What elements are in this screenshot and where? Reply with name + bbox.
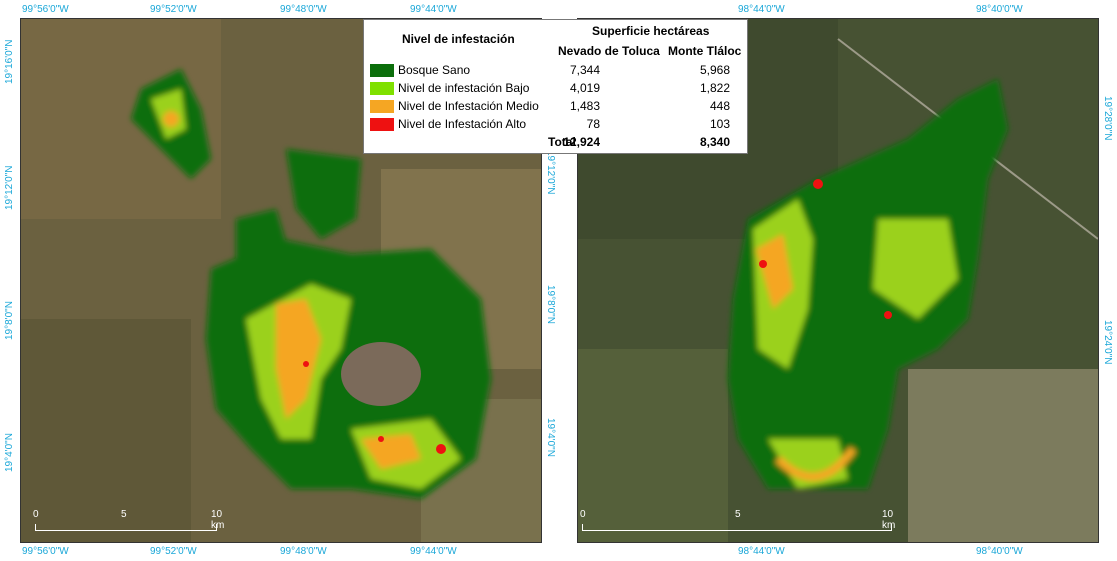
scale-label-10km: 10 km xyxy=(211,509,225,531)
lon-label-top: 99°48'0"W xyxy=(280,4,327,15)
value-tlaloc-medium: 448 xyxy=(709,99,730,113)
legend-title: Nivel de infestación xyxy=(402,32,515,46)
value-tlaloc-low: 1,822 xyxy=(699,81,730,95)
lon-label-top: 99°52'0"W xyxy=(150,4,197,15)
legend-label-low: Nivel de infestación Bajo xyxy=(398,81,530,95)
legend-swatch-healthy xyxy=(370,64,394,77)
satellite-imagery-left xyxy=(21,19,541,542)
healthy-forest-zone-right xyxy=(728,79,1008,489)
lon-label-bottom: 99°56'0"W xyxy=(22,546,69,557)
high-infestation-spot xyxy=(436,444,446,454)
lat-label-left: 19°4'0"N xyxy=(4,433,15,472)
lon-label-bottom-right: 98°44'0"W xyxy=(738,546,785,557)
value-tlaloc-healthy: 5,968 xyxy=(699,63,730,77)
lat-label-right-of-left-map: 19°4'0"N xyxy=(545,418,556,457)
map-nevado-de-toluca[interactable]: 0 5 10 km xyxy=(20,18,542,543)
lat-label-right: 19°28'0"N xyxy=(1102,96,1113,141)
lat-label-right-of-left-map: 19°8'0"N xyxy=(545,285,556,324)
scale-bar-left: 0 5 10 km xyxy=(33,509,225,532)
value-toluca-healthy: 7,344 xyxy=(569,63,600,77)
column-header-toluca: Nevado de Toluca xyxy=(558,44,660,58)
high-infestation-spot-right xyxy=(813,179,823,189)
lon-label-bottom: 99°52'0"W xyxy=(150,546,197,557)
column-header-tlaloc: Monte Tláloc xyxy=(668,44,742,58)
lat-label-left: 19°8'0"N xyxy=(4,301,15,340)
legend-table: Nivel de infestación Superficie hectárea… xyxy=(363,19,748,154)
lon-label-top: 99°56'0"W xyxy=(22,4,69,15)
lat-label-right-of-left-map: 19°12'0"N xyxy=(545,150,556,195)
scale-label-0-right: 0 xyxy=(580,509,586,520)
lon-label-bottom-right: 98°40'0"W xyxy=(976,546,1023,557)
lon-label-top-right: 98°44'0"W xyxy=(738,4,785,15)
medium-infestation-zone xyxy=(276,299,321,419)
scale-label-10km-right: 10 km xyxy=(882,509,896,531)
scale-label-5: 5 xyxy=(121,509,127,520)
value-toluca-medium: 1,483 xyxy=(569,99,600,113)
scale-label-5-right: 5 xyxy=(735,509,741,520)
legend-label-medium: Nivel de Infestación Medio xyxy=(398,99,539,113)
total-toluca: 12,924 xyxy=(563,135,600,149)
scale-bar-right: 0 5 10 km xyxy=(580,509,902,532)
lon-label-top: 99°44'0"W xyxy=(410,4,457,15)
lon-label-bottom: 99°44'0"W xyxy=(410,546,457,557)
lat-label-right: 19°24'0"N xyxy=(1102,320,1113,365)
scale-label-0: 0 xyxy=(33,509,39,520)
legend-swatch-medium xyxy=(370,100,394,113)
legend-label-healthy: Bosque Sano xyxy=(398,63,471,77)
value-toluca-low: 4,019 xyxy=(569,81,600,95)
legend-swatch-high xyxy=(370,118,394,131)
lat-label-left: 19°12'0"N xyxy=(4,165,15,211)
legend-swatch-low xyxy=(370,82,394,95)
lon-label-bottom: 99°48'0"W xyxy=(280,546,327,557)
medium-infestation-zone-right xyxy=(756,234,793,309)
lat-label-left: 19°16'0"N xyxy=(4,39,15,85)
legend-label-high: Nivel de Infestación Alto xyxy=(398,117,527,131)
crater-area xyxy=(341,342,421,406)
total-label: Total xyxy=(548,135,576,149)
value-tlaloc-high: 103 xyxy=(709,117,730,131)
value-toluca-high: 78 xyxy=(586,117,600,131)
total-tlaloc: 8,340 xyxy=(699,135,730,149)
area-header: Superficie hectáreas xyxy=(592,24,710,38)
lon-label-top-right: 98°40'0"W xyxy=(976,4,1023,15)
